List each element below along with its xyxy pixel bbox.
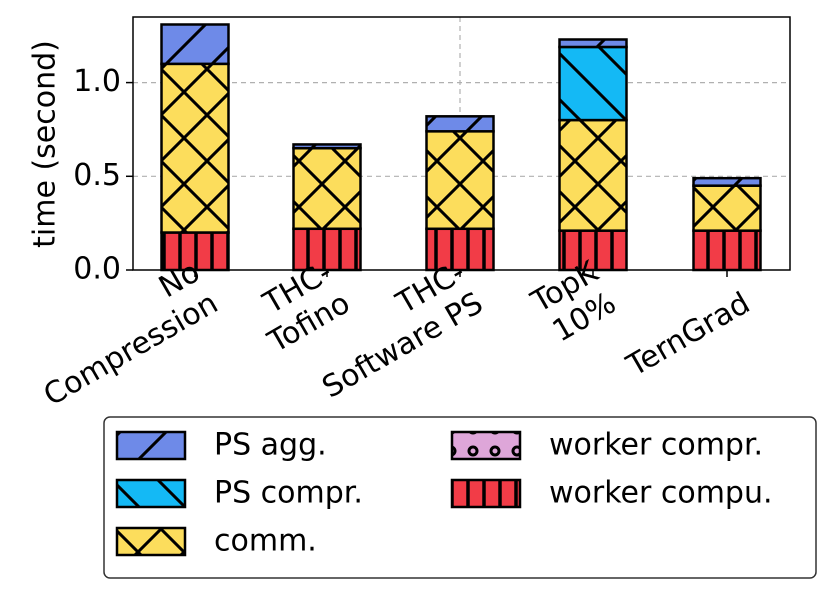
bar-segment-ps-agg <box>425 115 495 133</box>
bar-segment-worker-compu <box>425 227 495 272</box>
bar-hatch <box>160 23 230 66</box>
y-axis: 0.0 0.5 1.0 <box>73 64 133 287</box>
bar-hatch <box>425 115 495 133</box>
x-tick-label: NoCompression <box>20 254 224 413</box>
bar-hatch <box>558 45 628 122</box>
bar-segment-worker-compu <box>692 229 762 272</box>
y-axis-title: time (second) <box>28 40 63 248</box>
bar-segment-ps-compr <box>558 45 628 122</box>
bar-hatch <box>692 176 762 187</box>
y-tick-label: 1.0 <box>73 64 121 99</box>
bar-hatch <box>292 143 362 150</box>
bar-segment-comm <box>692 184 762 232</box>
bar-segment-ps-agg <box>292 143 362 150</box>
legend-label: comm. <box>214 524 317 559</box>
legend-swatch-hatch <box>450 478 522 509</box>
legend-item-ps-agg: PS agg. <box>115 428 327 463</box>
bar-hatch <box>692 229 762 272</box>
bar-segment-comm <box>160 62 230 234</box>
bar-segment-comm <box>558 118 628 232</box>
y-tick-label: 0.0 <box>73 252 121 287</box>
bar-hatch <box>558 118 628 232</box>
legend-item-ps-compr: PS compr. <box>115 476 363 511</box>
bar-segment-ps-agg <box>692 176 762 187</box>
legend-label: PS compr. <box>214 476 363 511</box>
bar-hatch <box>160 62 230 234</box>
legend-item-worker-compr: worker compr. <box>450 428 763 463</box>
y-tick-label: 0.5 <box>73 158 121 193</box>
bar-segment-ps-agg <box>558 38 628 49</box>
bar-hatch <box>425 227 495 272</box>
bar-segment-comm <box>425 130 495 231</box>
legend-item-comm: comm. <box>115 524 317 559</box>
x-axis: NoCompression THC-Tofino THC-Software PS To… <box>20 254 756 413</box>
plot-frame <box>132 16 791 271</box>
bar-hatch <box>558 38 628 49</box>
bar-hatch <box>425 130 495 231</box>
legend-item-worker-compu: worker compu. <box>450 476 773 511</box>
legend-swatch-hatch <box>115 526 187 557</box>
legend-swatch-hatch <box>115 478 187 509</box>
legend-swatch-hatch <box>115 430 187 461</box>
legend-swatch-hatch <box>450 430 522 461</box>
legend-label: PS agg. <box>214 428 327 463</box>
bar-hatch <box>692 184 762 232</box>
bar-segment-worker-compu <box>160 231 230 272</box>
legend: PS agg. PS compr. comm. worker compr. worker… <box>103 416 817 579</box>
legend-label: worker compr. <box>549 428 763 463</box>
bar-segment-worker-compu <box>292 227 362 272</box>
bar-segment-ps-agg <box>160 23 230 66</box>
bar-segment-comm <box>292 146 362 231</box>
bar-hatch <box>292 146 362 231</box>
legend-label: worker compu. <box>549 476 773 511</box>
x-tick-label: TernGrad <box>620 286 756 385</box>
bars <box>160 23 762 272</box>
bar-hatch <box>292 227 362 272</box>
